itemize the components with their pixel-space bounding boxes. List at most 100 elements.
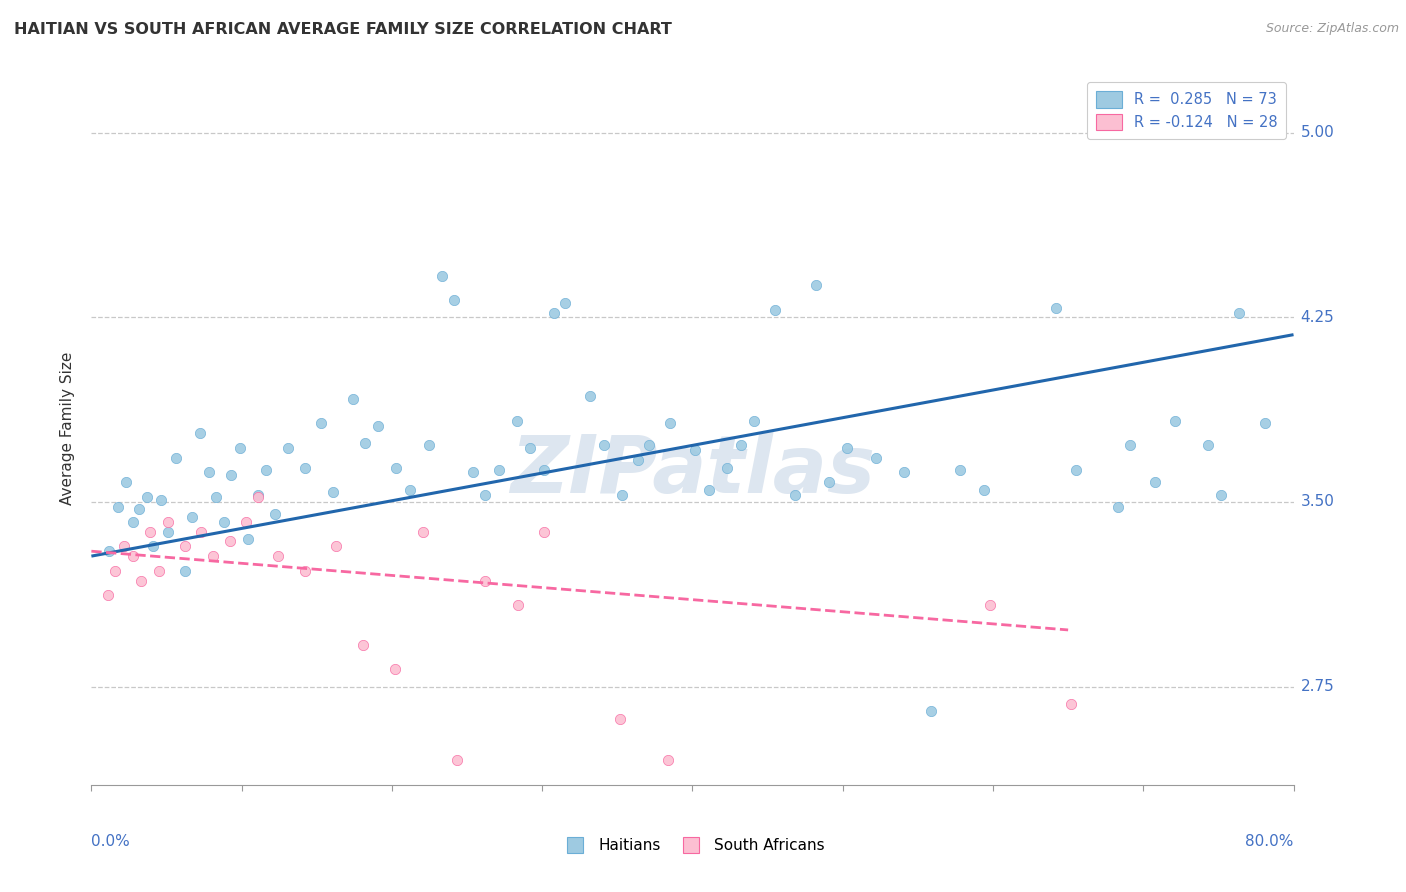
Point — [657, 753, 679, 767]
Point — [165, 450, 187, 465]
Point — [122, 549, 145, 563]
Point — [1144, 475, 1167, 490]
Point — [122, 515, 145, 529]
Point — [1229, 305, 1251, 319]
Point — [190, 524, 212, 539]
Point — [98, 544, 121, 558]
Point — [367, 418, 389, 433]
Point — [104, 564, 127, 578]
Point — [247, 487, 270, 501]
Point — [461, 466, 484, 480]
Point — [399, 483, 422, 497]
Point — [1045, 301, 1067, 315]
Point — [783, 487, 806, 501]
Point — [505, 414, 527, 428]
Point — [893, 466, 915, 480]
Point — [115, 475, 138, 490]
Text: 80.0%: 80.0% — [1246, 834, 1294, 849]
Point — [446, 753, 468, 767]
Point — [1064, 463, 1087, 477]
Point — [352, 638, 374, 652]
Text: Source: ZipAtlas.com: Source: ZipAtlas.com — [1265, 22, 1399, 36]
Point — [173, 539, 195, 553]
Point — [804, 278, 827, 293]
Point — [294, 564, 316, 578]
Point — [533, 524, 555, 539]
Point — [1197, 438, 1219, 452]
Point — [638, 438, 661, 452]
Point — [107, 500, 129, 514]
Point — [247, 490, 270, 504]
Point — [418, 438, 440, 452]
Point — [1119, 438, 1142, 452]
Point — [354, 436, 377, 450]
Point — [311, 416, 333, 430]
Point — [148, 564, 170, 578]
Point — [865, 450, 887, 465]
Point — [554, 295, 576, 310]
Point — [1164, 414, 1187, 428]
Point — [837, 441, 859, 455]
Point — [474, 574, 496, 588]
Point — [533, 463, 555, 477]
Point — [229, 441, 252, 455]
Point — [443, 293, 465, 308]
Text: 2.75: 2.75 — [1301, 679, 1334, 694]
Point — [697, 483, 720, 497]
Point — [188, 426, 211, 441]
Point — [627, 453, 650, 467]
Point — [136, 490, 159, 504]
Point — [385, 460, 408, 475]
Point — [205, 490, 228, 504]
Point — [1211, 487, 1233, 501]
Text: HAITIAN VS SOUTH AFRICAN AVERAGE FAMILY SIZE CORRELATION CHART: HAITIAN VS SOUTH AFRICAN AVERAGE FAMILY … — [14, 22, 672, 37]
Point — [763, 303, 786, 318]
Text: 4.25: 4.25 — [1301, 310, 1334, 325]
Point — [277, 441, 299, 455]
Point — [519, 441, 541, 455]
Point — [128, 502, 150, 516]
Text: 3.50: 3.50 — [1301, 494, 1334, 509]
Point — [181, 509, 204, 524]
Point — [1107, 500, 1129, 514]
Point — [219, 467, 242, 482]
Point — [818, 475, 841, 490]
Point — [543, 305, 565, 319]
Point — [263, 508, 285, 522]
Point — [610, 487, 633, 501]
Point — [488, 463, 510, 477]
Point — [149, 492, 172, 507]
Point — [325, 539, 347, 553]
Point — [294, 460, 316, 475]
Point — [212, 515, 235, 529]
Point — [1254, 416, 1277, 430]
Point — [685, 443, 707, 458]
Point — [658, 416, 681, 430]
Point — [920, 704, 942, 718]
Point — [197, 466, 219, 480]
Point — [716, 460, 738, 475]
Point — [508, 599, 530, 613]
Point — [384, 662, 406, 676]
Point — [202, 549, 225, 563]
Point — [235, 515, 257, 529]
Point — [412, 524, 434, 539]
Point — [157, 515, 180, 529]
Point — [322, 485, 344, 500]
Point — [236, 532, 259, 546]
Point — [342, 392, 364, 406]
Text: 5.00: 5.00 — [1301, 126, 1334, 140]
Point — [979, 599, 1001, 613]
Point — [949, 463, 972, 477]
Point — [267, 549, 290, 563]
Y-axis label: Average Family Size: Average Family Size — [60, 351, 76, 505]
Point — [218, 534, 240, 549]
Point — [157, 524, 180, 539]
Point — [730, 438, 752, 452]
Point — [430, 268, 453, 283]
Text: ZIPatlas: ZIPatlas — [510, 432, 875, 510]
Point — [114, 539, 136, 553]
Point — [254, 463, 277, 477]
Point — [579, 389, 602, 403]
Text: 0.0%: 0.0% — [91, 834, 131, 849]
